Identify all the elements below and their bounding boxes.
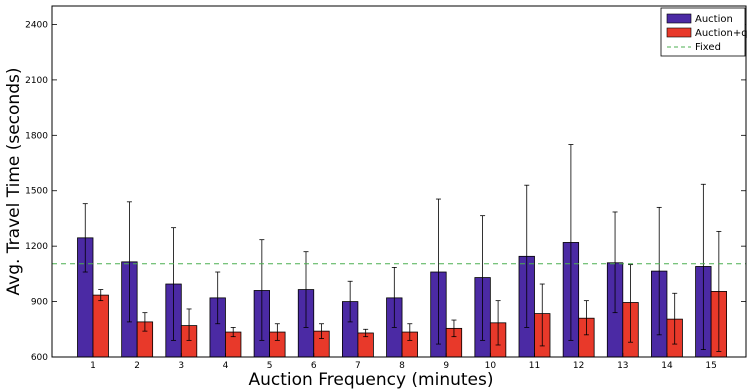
bar-auction-q-1 (92, 294, 109, 358)
x-tick-label: 7 (355, 361, 361, 371)
y-tick-label: 1200 (25, 242, 48, 252)
x-tick-label: 2 (134, 361, 140, 371)
x-tick-label: 10 (485, 361, 497, 371)
plot-frame (51, 5, 747, 358)
x-tick-label: 1 (90, 361, 96, 371)
x-tick-label: 8 (399, 361, 405, 371)
legend-auction-label: Auction (695, 14, 733, 25)
x-tick-label: 11 (529, 361, 540, 371)
x-tick-label: 3 (178, 361, 184, 371)
x-tick-label: 5 (267, 361, 273, 371)
y-tick-label: 900 (31, 298, 48, 308)
x-tick-label: 13 (617, 361, 628, 371)
y-tick-label: 2400 (25, 20, 48, 30)
y-tick-label: 2100 (25, 76, 48, 86)
legend-auction-q-label: Auction+q (695, 28, 747, 39)
x-tick-label: 15 (705, 361, 716, 371)
x-tick-label: 4 (223, 361, 229, 371)
x-tick-label: 14 (661, 361, 673, 371)
x-tick-label: 9 (443, 361, 449, 371)
x-tick-label: 12 (573, 361, 584, 371)
legend-auction-swatch (666, 13, 692, 24)
y-tick-label: 600 (31, 353, 48, 363)
x-axis-label: Auction Frequency (minutes) (248, 370, 493, 390)
y-tick-label: 1500 (25, 187, 48, 197)
legend-auction-q-swatch (666, 27, 692, 38)
x-tick-label: 6 (311, 361, 317, 371)
legend-fixed-label: Fixed (695, 42, 721, 53)
y-tick-label: 1800 (25, 131, 48, 141)
y-axis-label: Avg. Travel Time (seconds) (4, 68, 24, 296)
